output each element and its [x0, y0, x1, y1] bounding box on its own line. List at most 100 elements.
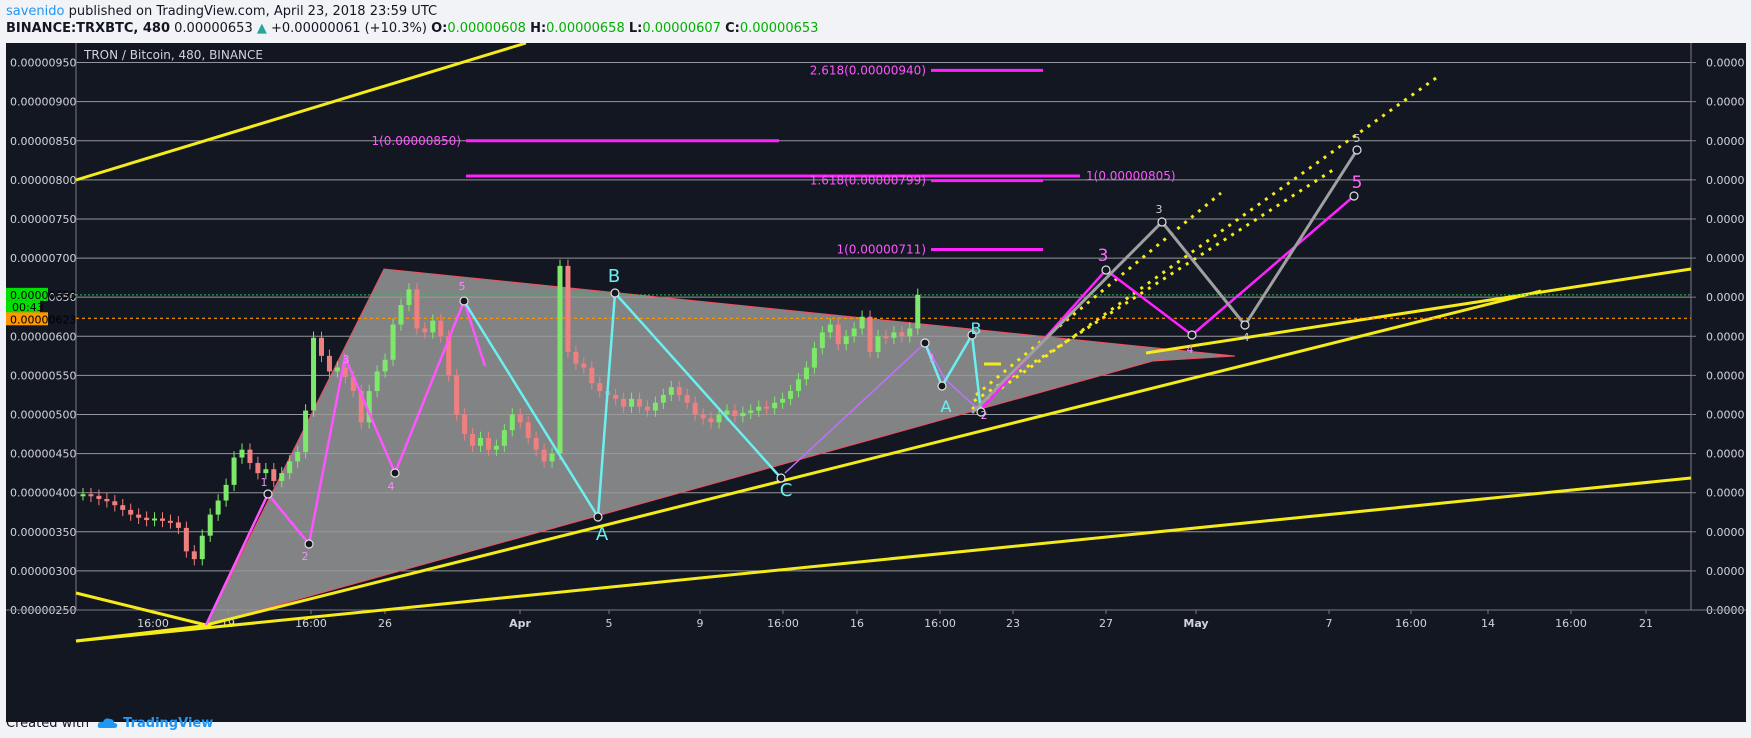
y-tick-label: 0.00000450: [10, 448, 76, 461]
tradingview-brand: TradingView: [123, 715, 214, 731]
candle-body: [740, 412, 746, 417]
close-label: C:: [725, 21, 740, 36]
wave-label: 1: [929, 352, 936, 365]
candle-body: [692, 402, 698, 415]
candle-body: [549, 453, 555, 462]
y-tick-label: 0.00000350: [10, 526, 76, 539]
candle-body: [358, 391, 364, 423]
wave-point: [459, 296, 469, 306]
x-tick-label: Apr: [509, 617, 531, 630]
symbol-line: BINANCE:TRXBTC, 480 0.00000653 ▲ +0.0000…: [6, 21, 818, 36]
candle-body: [557, 265, 563, 454]
candle-body: [303, 410, 309, 453]
wave-point: [976, 407, 986, 417]
wave-point: [1187, 330, 1197, 340]
candle-body: [462, 414, 468, 435]
candle-body: [700, 414, 706, 419]
up-arrow-icon: ▲: [256, 21, 267, 36]
gray-projection-path: [970, 149, 1359, 415]
cyan-small-abc-path: [923, 331, 983, 413]
right-axis-label: 0.0000: [1706, 96, 1745, 109]
candle-body: [589, 367, 595, 384]
chart-title: TRON / Bitcoin, 480, BINANCE: [83, 48, 263, 62]
y-tick-label: 0.00000900: [10, 96, 76, 109]
wave-label: 4: [1243, 331, 1250, 344]
candle-body: [446, 336, 452, 376]
x-tick-label: 21: [1639, 617, 1653, 630]
candle-body: [215, 500, 221, 515]
yellow-trend-line: [205, 289, 1542, 627]
candle-body: [263, 469, 269, 474]
candle-body: [676, 387, 682, 395]
candle-body: [796, 379, 801, 392]
y-tick-label: 0.00000750: [10, 213, 76, 226]
candle-body: [915, 294, 921, 329]
wave-label: 3: [1098, 246, 1109, 266]
wave-point: [1240, 320, 1250, 330]
chart-area[interactable]: 0.00000950 0.0000 0.00000900 0.0000 0.000008…: [6, 43, 1746, 722]
tradingview-logo[interactable]: TradingView: [97, 716, 213, 731]
countdown-tag: [6, 300, 40, 314]
candle-body: [803, 367, 809, 380]
y-tick-label: 0.00000850: [10, 135, 76, 148]
candle-body: [597, 383, 603, 392]
candle-body: [287, 461, 293, 474]
candle-body: [811, 348, 817, 368]
wave-point: [920, 338, 930, 348]
candle-body: [581, 363, 587, 368]
right-axis-label: 0.0000: [1706, 487, 1745, 500]
wave-point: [1157, 217, 1167, 227]
right-axis-label: 0.0000: [1706, 408, 1745, 421]
open-label: O:: [431, 21, 448, 36]
created-with-text: Created with: [6, 715, 90, 731]
price-chart[interactable]: 0.00000950 0.0000 0.00000900 0.0000 0.000008…: [6, 43, 1746, 722]
author-link[interactable]: savenido: [6, 4, 65, 19]
x-tick-label: 16: [850, 617, 864, 630]
candle-body: [509, 414, 515, 431]
candle-body: [899, 332, 905, 337]
candle-body: [88, 494, 94, 497]
candle-body: [772, 402, 778, 409]
y-tick-label: 0.00000800: [10, 174, 76, 187]
candle-body: [629, 398, 635, 407]
wave-label: 1: [261, 476, 268, 489]
fib-level-label: 1(0.00000711): [836, 242, 926, 256]
x-tick-label: 16:00: [1555, 617, 1587, 630]
candle-body: [883, 336, 889, 339]
fib-level-label: 1(0.00000805): [1086, 169, 1176, 183]
low-value: 0.00000607: [642, 21, 721, 36]
prev-price-tag-label: 0.00000623: [10, 313, 76, 326]
high-value: 0.00000658: [546, 21, 625, 36]
candle-body: [764, 406, 770, 409]
dotted-channel-line: [971, 76, 1437, 411]
candle-body: [183, 527, 189, 552]
x-tick-label: 16:00: [137, 617, 169, 630]
candle-body: [144, 517, 150, 521]
candle-body: [160, 518, 165, 521]
right-axis-label: 0.0000: [1706, 330, 1745, 343]
wave-point: [263, 489, 273, 499]
candle-body: [366, 391, 372, 423]
candle-body: [621, 398, 627, 407]
wave-point: [390, 468, 400, 478]
right-axis-label: 0.0000: [1706, 526, 1745, 539]
x-tick-label: 27: [1099, 617, 1113, 630]
candle-body: [382, 359, 388, 372]
footer: Created with TradingView: [6, 712, 213, 734]
x-tick-label: May: [1183, 617, 1208, 630]
candle-body: [374, 371, 380, 392]
candle-body: [207, 514, 213, 536]
wave-point: [610, 288, 620, 298]
publish-line: savenido published on TradingView.com, A…: [6, 4, 437, 19]
candle-body: [716, 414, 722, 423]
candle-body: [311, 337, 317, 411]
candle-body: [748, 410, 754, 413]
right-axis-label: 0.0000: [1706, 135, 1745, 148]
yellow-trend-line: [75, 43, 527, 182]
price-change: +0.00000061 (+10.3%): [271, 21, 427, 36]
candle-body: [732, 410, 738, 417]
candle-body: [80, 494, 86, 497]
candle-body: [875, 336, 881, 352]
chart-header: savenido published on TradingView.com, A…: [0, 0, 1751, 42]
candle-body: [644, 406, 650, 411]
